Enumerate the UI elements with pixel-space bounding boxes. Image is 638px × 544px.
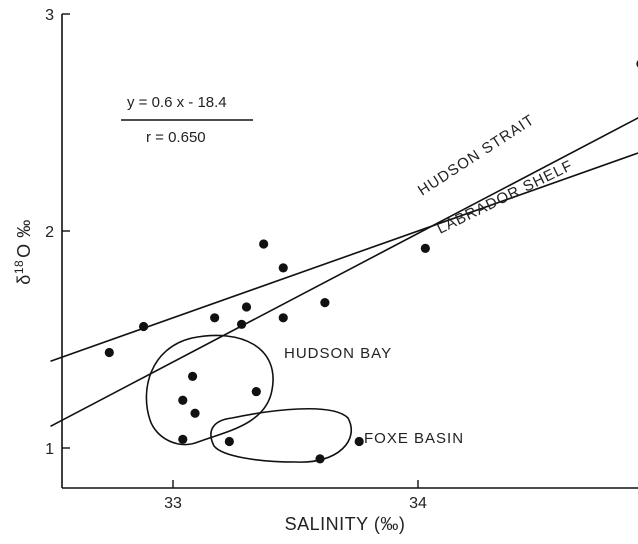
y-axis-label-prefix: δ bbox=[14, 274, 34, 285]
equation-line-2: r = 0.650 bbox=[146, 129, 206, 146]
data-point bbox=[354, 436, 364, 447]
ticks-layer: 333435123 bbox=[45, 7, 427, 512]
y-tick-label: 2 bbox=[45, 224, 54, 241]
data-point bbox=[241, 302, 252, 312]
data-points bbox=[104, 60, 638, 464]
x-tick-label: 33 bbox=[164, 495, 182, 512]
data-point bbox=[315, 454, 325, 464]
data-point bbox=[259, 239, 269, 249]
data-point bbox=[104, 347, 114, 358]
equation-line-1: y = 0.6 x - 18.4 bbox=[127, 94, 227, 111]
y-tick-label: 1 bbox=[45, 441, 54, 458]
data-point bbox=[190, 408, 200, 418]
labrador-shelf-line bbox=[50, 152, 638, 362]
y-axis-label-superscript: 18 bbox=[12, 260, 26, 274]
data-point bbox=[278, 263, 288, 273]
y-tick-label: 3 bbox=[45, 7, 54, 24]
foxe-basin-label: FOXE BASIN bbox=[364, 430, 464, 447]
x-tick-label: 34 bbox=[409, 495, 427, 512]
data-point bbox=[178, 395, 188, 405]
hudson-bay-outline bbox=[145, 334, 274, 446]
data-point bbox=[178, 434, 188, 444]
regression-lines bbox=[50, 117, 638, 428]
data-point bbox=[139, 321, 149, 332]
data-point bbox=[188, 371, 198, 381]
data-point bbox=[224, 436, 234, 447]
data-point bbox=[320, 298, 330, 308]
data-point bbox=[251, 386, 261, 397]
data-point bbox=[210, 313, 220, 323]
data-point bbox=[237, 319, 247, 329]
data-point bbox=[278, 313, 288, 323]
y-axis-label-suffix: O ‰ bbox=[14, 219, 34, 258]
hudson-bay-label: HUDSON BAY bbox=[284, 345, 392, 362]
foxe-basin-outline bbox=[210, 407, 353, 463]
hudson-strait-line bbox=[50, 117, 638, 428]
data-point bbox=[420, 243, 430, 253]
x-axis-label: SALINITY (‰) bbox=[285, 514, 406, 534]
y-axis-label: δ18 O ‰ bbox=[12, 219, 34, 284]
